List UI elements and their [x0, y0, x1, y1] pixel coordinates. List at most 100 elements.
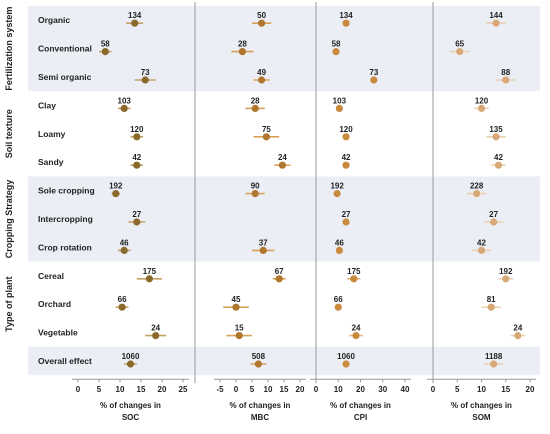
n-label: 65 [455, 40, 464, 49]
x-tick-label: 5 [455, 385, 460, 394]
n-label: 37 [259, 238, 268, 247]
effect-point [502, 76, 510, 84]
n-label: 1188 [485, 352, 503, 361]
n-label: 27 [132, 210, 141, 219]
effect-point [118, 303, 126, 311]
effect-point [492, 133, 500, 141]
n-label: 27 [342, 210, 351, 219]
effect-point [490, 218, 498, 226]
group-label: Soil texture [4, 109, 14, 158]
row-label: Orchard [38, 299, 71, 309]
group-label: Fertilization system [4, 7, 14, 91]
effect-point [335, 246, 343, 254]
n-label: 192 [330, 182, 344, 191]
n-label: 24 [151, 324, 160, 333]
effect-point [342, 19, 350, 27]
x-tick-label: 0 [314, 385, 319, 394]
effect-point [262, 133, 270, 141]
n-label: 49 [257, 68, 266, 77]
effect-point [126, 360, 135, 368]
x-axis-title: SOM [472, 413, 491, 422]
n-label: 75 [262, 125, 271, 134]
effect-point [254, 360, 262, 368]
effect-point [494, 161, 503, 169]
n-label: 90 [251, 182, 260, 191]
effect-point [456, 48, 464, 56]
n-label: 1060 [122, 352, 140, 361]
n-label: 46 [335, 238, 344, 247]
row-label: Conventional [38, 44, 92, 54]
effect-point [120, 246, 128, 254]
effect-point [335, 104, 343, 112]
x-axis-title: % of changes in [230, 401, 291, 410]
x-axis-title: % of changes in [100, 401, 161, 410]
x-tick-label: 0 [431, 385, 436, 394]
row-label: Vegetable [38, 328, 78, 338]
x-axis-title: % of changes in [451, 401, 512, 410]
row-label: Loamy [38, 129, 66, 139]
x-tick-label: -5 [216, 385, 224, 394]
x-axis-title: SOC [122, 413, 140, 422]
n-label: 73 [369, 68, 378, 77]
n-label: 103 [333, 96, 347, 105]
row-label: Intercropping [38, 214, 93, 224]
n-label: 192 [109, 182, 123, 191]
x-tick-label: 0 [76, 385, 81, 394]
effect-point [342, 133, 350, 141]
x-tick-label: 10 [477, 385, 486, 394]
effect-point [514, 332, 522, 340]
n-label: 28 [251, 96, 260, 105]
n-label: 66 [334, 295, 343, 304]
effect-point [334, 303, 342, 311]
effect-point [101, 48, 109, 56]
n-label: 135 [489, 125, 503, 134]
effect-point [350, 275, 358, 283]
n-label: 24 [352, 324, 361, 333]
n-label: 120 [475, 96, 489, 105]
x-axis-title: CPI [354, 413, 367, 422]
n-label: 15 [235, 324, 244, 333]
n-label: 134 [339, 11, 353, 20]
effect-point [477, 246, 486, 254]
effect-point [370, 76, 378, 84]
n-label: 73 [141, 68, 150, 77]
x-tick-label: 10 [116, 385, 125, 394]
n-label: 175 [347, 267, 361, 276]
n-label: 27 [489, 210, 498, 219]
x-axis-title: % of changes in [330, 401, 391, 410]
n-label: 103 [118, 96, 132, 105]
x-tick-label: 15 [501, 385, 510, 394]
group-band-0 [28, 6, 540, 92]
effect-point [235, 332, 243, 340]
x-tick-label: 20 [158, 385, 167, 394]
effect-point [490, 360, 498, 368]
effect-point [258, 19, 266, 27]
n-label: 42 [132, 153, 141, 162]
n-label: 81 [487, 295, 496, 304]
row-label: Organic [38, 15, 70, 25]
x-tick-label: 20 [296, 385, 305, 394]
n-label: 66 [118, 295, 127, 304]
effect-point [502, 275, 510, 283]
x-tick-label: 5 [250, 385, 255, 394]
n-label: 58 [332, 40, 341, 49]
effect-point [232, 303, 240, 311]
effect-point [333, 190, 341, 198]
row-label: Cereal [38, 271, 64, 281]
effect-point [275, 275, 283, 283]
effect-point [152, 332, 160, 340]
n-label: 42 [342, 153, 351, 162]
x-tick-label: 25 [179, 385, 188, 394]
row-label: Sandy [38, 157, 64, 167]
x-tick-label: 5 [97, 385, 102, 394]
effect-point [477, 104, 486, 112]
x-tick-label: 10 [264, 385, 273, 394]
n-label: 67 [275, 267, 284, 276]
x-tick-label: 30 [378, 385, 387, 394]
n-label: 144 [489, 11, 503, 20]
n-label: 88 [501, 68, 510, 77]
effect-point [487, 303, 495, 311]
row-label: Semi organic [38, 72, 92, 82]
x-tick-label: 10 [334, 385, 343, 394]
